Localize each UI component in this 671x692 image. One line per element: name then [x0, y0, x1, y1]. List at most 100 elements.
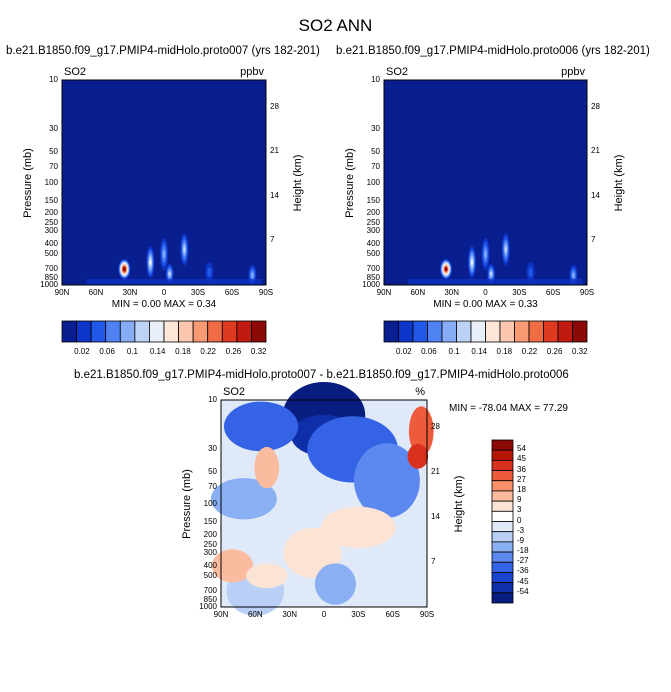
colorbar-tick-label: 0.06: [421, 347, 437, 356]
y-tick-label: 70: [208, 482, 217, 492]
colorbar-swatch: [491, 459, 514, 471]
y-tick-label: 30: [208, 444, 217, 454]
difference-region-13: [211, 549, 254, 583]
right-panel-title: b.e21.B1850.f09_g17.PMIP4-midHolo.proto0…: [336, 45, 650, 57]
colorbar-tick-label: 0.1: [448, 347, 460, 356]
y-tick-label: 500: [366, 249, 380, 259]
hotspot-5: [526, 262, 535, 283]
colorbar-tick-label: 0.02: [396, 347, 412, 356]
y-tick-label: 850: [366, 272, 380, 282]
x-tick-label: 90N: [54, 288, 70, 297]
y-tick-label: 10: [371, 75, 380, 84]
colorbar-tick-label: 0.22: [521, 347, 538, 356]
surface-layer: [408, 279, 583, 285]
height-tick-label: 7: [270, 235, 275, 245]
y-tick-label: 50: [208, 467, 217, 477]
panel-units-label: %: [415, 386, 425, 398]
difference-region-5: [210, 478, 277, 520]
hotspot-contour: [162, 250, 166, 259]
difference-region-3: [223, 401, 299, 452]
x-tick-label: 60S: [385, 610, 400, 619]
hotspot-1: [467, 246, 476, 279]
height-tick-label: 21: [270, 146, 279, 156]
colorbar-swatch: [491, 470, 514, 482]
hotspot-contour: [183, 246, 186, 253]
hotspot-2: [481, 238, 490, 271]
hotspot-contour: [168, 271, 171, 276]
colorbar-tick-label: 0.06: [99, 347, 115, 356]
y-tick-label: 500: [203, 570, 217, 580]
difference-region-7: [407, 443, 429, 469]
colorbar-tick-label: 3: [517, 505, 522, 515]
y-tick-label: 400: [366, 239, 380, 249]
x-tick-label: 30N: [122, 288, 138, 297]
y-tick-label: 850: [203, 594, 217, 604]
surface-layer: [86, 279, 262, 285]
panel-units-label: ppbv: [240, 66, 264, 78]
x-tick-label: 30S: [512, 288, 527, 297]
y-tick-label: 250: [44, 218, 58, 228]
y-tick-label: 200: [366, 208, 380, 218]
colorbar-tick-label: -45: [517, 576, 529, 586]
colorbar-tick-label: 36: [517, 464, 526, 474]
colorbar-tick-label: 0.14: [471, 347, 487, 356]
hotspot-3: [487, 263, 496, 284]
y-tick-label: 200: [203, 529, 217, 539]
height-tick-label: 28: [270, 101, 279, 111]
y-tick-label: 300: [203, 547, 217, 557]
y2-axis-title: Height (km): [453, 475, 465, 532]
y-tick-label: 1000: [362, 280, 380, 289]
colorbar-tick-label: 27: [517, 474, 526, 484]
left-panel-title: b.e21.B1850.f09_g17.PMIP4-midHolo.proto0…: [6, 45, 320, 57]
y-tick-label: 400: [203, 560, 217, 570]
x-tick-label: 90N: [213, 610, 229, 619]
y-tick-label: 400: [44, 239, 58, 249]
y-tick-label: 700: [44, 264, 58, 274]
x-tick-label: 60N: [88, 288, 104, 297]
colorbar-tick-label: -3: [517, 525, 525, 535]
x-tick-label: 90S: [258, 288, 274, 297]
min-max-text: MIN = 0.00 MAX = 0.34: [111, 299, 217, 310]
y-tick-label: 250: [203, 539, 217, 549]
colorbar-tick-label: 0.32: [571, 347, 588, 356]
difference-region-11: [314, 563, 357, 605]
y-tick-label: 850: [44, 272, 58, 282]
height-tick-label: 7: [591, 235, 596, 245]
colorbar-tick-label: 0.02: [74, 347, 90, 356]
colorbar-swatch: [491, 521, 514, 533]
x-tick-label: 60N: [410, 288, 426, 297]
height-tick-label: 21: [431, 467, 440, 477]
x-tick-label: 30S: [190, 288, 206, 297]
x-tick-label: 0: [321, 610, 327, 619]
y-tick-label: 200: [44, 208, 58, 218]
y-tick-label: 10: [208, 395, 217, 404]
colorbar-tick-label: 18: [517, 484, 526, 494]
height-tick-label: 14: [270, 190, 279, 200]
colorbar-tick-label: 0.14: [149, 347, 166, 356]
colorbar-tick-label: 45: [517, 454, 526, 464]
y-tick-label: 70: [49, 161, 58, 171]
y-tick-label: 300: [366, 226, 380, 236]
x-tick-label: 0: [161, 288, 167, 297]
y-tick-label: 150: [44, 195, 58, 205]
colorbar-tick-label: 0.32: [250, 347, 267, 356]
hotspot-contour: [470, 259, 474, 265]
plot-frame: [61, 79, 267, 286]
colorbar-tick-label: 0: [517, 515, 522, 525]
colorbar-swatch: [251, 320, 267, 343]
hotspot-contour: [484, 250, 487, 259]
x-tick-label: 60S: [546, 288, 561, 297]
colorbar-tick-label: 54: [517, 444, 526, 454]
difference-region-4: [353, 443, 420, 518]
hotspot-1: [146, 246, 155, 279]
y-tick-label: 150: [366, 195, 380, 205]
y-tick-label: 100: [366, 177, 380, 187]
hotspot-contour: [123, 267, 126, 272]
hotspot-0: [118, 259, 131, 280]
y-tick-label: 150: [203, 516, 217, 526]
hotspot-3: [165, 263, 174, 284]
hotspot-contour: [251, 272, 254, 278]
hotspot-5: [205, 262, 214, 283]
colorbar-swatch: [491, 551, 514, 563]
